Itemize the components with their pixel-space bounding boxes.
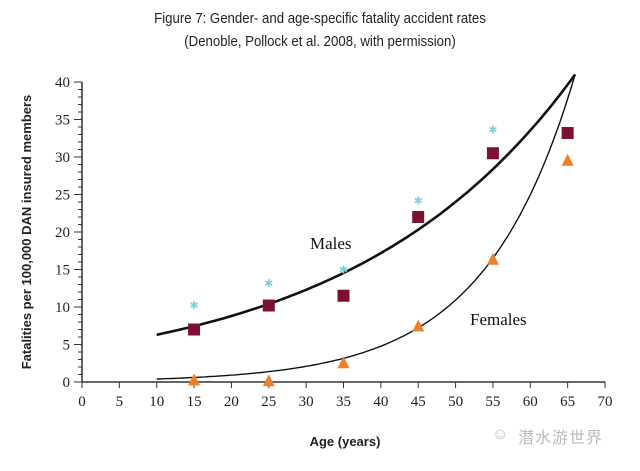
x-tick-label: 35 <box>336 394 351 410</box>
x-tick-label: 20 <box>224 394 239 410</box>
x-tick-label: 45 <box>411 394 426 410</box>
x-tick-label: 30 <box>299 394 314 410</box>
x-tick-label: 15 <box>187 394 202 410</box>
x-tick-label: 70 <box>598 394 613 410</box>
curve-females <box>156 74 576 380</box>
data-point-triangle <box>337 356 350 369</box>
y-tick-label: 5 <box>63 338 71 354</box>
x-tick-label: 55 <box>485 394 500 410</box>
x-tick-label: 40 <box>373 394 388 410</box>
x-tick-label: 60 <box>523 394 538 410</box>
y-tick-label: 30 <box>55 150 70 166</box>
data-point-star: ✱ <box>264 278 273 290</box>
y-tick-label: 20 <box>55 225 70 241</box>
x-tick-label: 50 <box>448 394 463 410</box>
data-point-triangle <box>188 373 201 386</box>
data-point-square <box>412 211 425 223</box>
y-tick-label: 10 <box>55 300 70 316</box>
curve-label-males: Males <box>310 234 352 253</box>
y-axis-label: Fatalities per 100,000 DAN insured membe… <box>19 95 34 370</box>
chart-subtitle: (Denoble, Pollock et al. 2008, with perm… <box>184 33 456 50</box>
y-tick-label: 35 <box>55 113 70 129</box>
x-tick-label: 25 <box>261 394 276 410</box>
data-point-square <box>561 127 574 139</box>
data-point-triangle <box>262 374 275 387</box>
wechat-icon: ☺ <box>492 426 509 443</box>
chart-title: Figure 7: Gender- and age-specific fatal… <box>154 10 486 27</box>
data-point-square <box>337 289 350 302</box>
x-tick-label: 5 <box>116 394 124 410</box>
x-tick-label: 10 <box>149 394 164 410</box>
data-point-star: ✱ <box>488 124 497 136</box>
x-tick-label: 0 <box>78 394 86 410</box>
data-point-triangle <box>412 319 425 332</box>
data-point-star: ✱ <box>189 300 198 312</box>
data-point-star: ✱ <box>339 265 348 277</box>
curve-label-females: Females <box>470 310 527 329</box>
data-point-square <box>262 299 275 312</box>
curve-males <box>156 73 577 337</box>
y-tick-label: 15 <box>55 263 70 279</box>
watermark: 潜水游世界 <box>518 428 604 447</box>
x-axis-label: Age (years) <box>310 434 381 449</box>
data-point-triangle <box>486 252 499 265</box>
data-point-square <box>188 323 201 336</box>
data-point-star: ✱ <box>414 196 423 208</box>
data-point-square <box>486 147 499 160</box>
y-tick-label: 0 <box>63 375 71 391</box>
data-point-triangle <box>561 153 574 166</box>
y-tick-label: 40 <box>55 75 70 91</box>
x-tick-label: 65 <box>560 394 575 410</box>
y-tick-label: 25 <box>55 188 70 204</box>
